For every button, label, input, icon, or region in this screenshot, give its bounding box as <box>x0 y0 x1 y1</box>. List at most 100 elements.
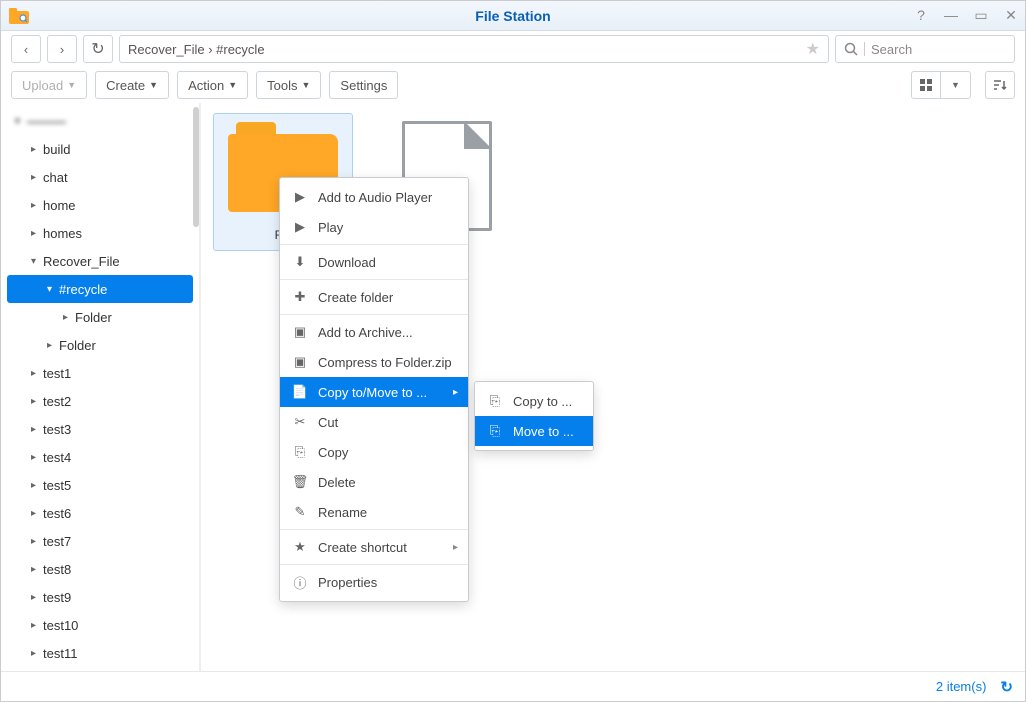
tree-item-folder[interactable]: ▸Folder <box>1 303 199 331</box>
maximize-button[interactable]: ▭ <box>973 7 989 24</box>
search-placeholder: Search <box>871 42 912 57</box>
tree-arrow-icon[interactable]: ▸ <box>31 200 43 211</box>
tools-button[interactable]: Tools▼ <box>256 71 321 99</box>
tree-arrow-icon[interactable]: ▸ <box>31 592 43 603</box>
sort-button[interactable] <box>985 71 1015 99</box>
tree-item-test11[interactable]: ▸test11 <box>1 639 199 667</box>
tree-arrow-icon[interactable]: ▸ <box>31 452 43 463</box>
settings-button[interactable]: Settings <box>329 71 398 99</box>
status-refresh-button[interactable]: ↻ <box>1000 678 1013 696</box>
tree-item-label: test8 <box>43 562 71 577</box>
tree-arrow-icon[interactable]: ▸ <box>31 228 43 239</box>
view-thumbnails-button[interactable] <box>911 71 941 99</box>
create-button[interactable]: Create▼ <box>95 71 169 99</box>
help-button[interactable]: ? <box>913 7 929 24</box>
ctx-add-audio[interactable]: ▶Add to Audio Player <box>280 182 468 212</box>
tree-item-label: test9 <box>43 590 71 605</box>
tree-item-test1[interactable]: ▸test1 <box>1 359 199 387</box>
file-content-area[interactable]: Fol ▶Add to Audio Player ▶Play ⬇Download… <box>201 103 1025 671</box>
breadcrumb[interactable]: Recover_File › #recycle ★ <box>119 35 829 63</box>
tree-arrow-icon[interactable]: ▸ <box>31 172 43 183</box>
tree-arrow-icon[interactable]: ▾ <box>31 256 43 267</box>
ctx-delete[interactable]: 🗑Delete <box>280 467 468 497</box>
ctx-cut[interactable]: ✂Cut <box>280 407 468 437</box>
ctx-copy-move[interactable]: 📄Copy to/Move to ...▸ <box>280 377 468 407</box>
ctx-create-folder[interactable]: ✚Create folder <box>280 282 468 312</box>
tree-item-home[interactable]: ▸home <box>1 191 199 219</box>
tree-arrow-icon[interactable]: ▸ <box>31 508 43 519</box>
tree-item-test2[interactable]: ▸test2 <box>1 387 199 415</box>
tree-item-build[interactable]: ▸build <box>1 135 199 163</box>
action-button[interactable]: Action▼ <box>177 71 248 99</box>
ctx-shortcut[interactable]: ★Create shortcut▸ <box>280 532 468 562</box>
back-button[interactable]: ‹ <box>11 35 41 63</box>
ctx-properties[interactable]: ⓘProperties <box>280 567 468 597</box>
tree-item-label: #recycle <box>59 282 107 297</box>
ctx-rename[interactable]: ✎Rename <box>280 497 468 527</box>
tree-item-label: test5 <box>43 478 71 493</box>
tree-arrow-icon[interactable]: ▸ <box>31 536 43 547</box>
status-item-count: 2 item(s) <box>936 679 987 694</box>
view-mode-buttons: ▼ <box>911 71 971 99</box>
tree-arrow-icon[interactable]: ▸ <box>31 424 43 435</box>
minimize-button[interactable]: — <box>943 7 959 24</box>
ctx-compress[interactable]: ▣Compress to Folder.zip <box>280 347 468 377</box>
upload-button[interactable]: Upload▼ <box>11 71 87 99</box>
ctx-play[interactable]: ▶Play <box>280 212 468 242</box>
tree-item-test8[interactable]: ▸test8 <box>1 555 199 583</box>
tree-item-label: Folder <box>75 310 112 325</box>
tree-item-homes[interactable]: ▸homes <box>1 219 199 247</box>
refresh-button[interactable]: ↻ <box>83 35 113 63</box>
tree-item-test7[interactable]: ▸test7 <box>1 527 199 555</box>
tree-arrow-icon[interactable]: ▸ <box>31 564 43 575</box>
favorite-icon[interactable]: ★ <box>806 39 820 59</box>
tree-arrow-icon[interactable]: ▾ <box>47 284 59 295</box>
tree-item-recoverfile[interactable]: ▾Recover_File <box>1 247 199 275</box>
sub-copy-to[interactable]: ⎘Copy to ... <box>475 386 593 416</box>
tree-item-recycle[interactable]: ▾#recycle <box>7 275 193 303</box>
tree-item-label: test11 <box>43 646 77 661</box>
tree-arrow-icon[interactable]: ▸ <box>31 620 43 631</box>
tree-item-label: test3 <box>43 422 71 437</box>
sidebar: ▾——— ▸build▸chat▸home▸homes▾Recover_File… <box>1 103 201 671</box>
tree-arrow-icon[interactable]: ▸ <box>47 340 59 351</box>
context-menu: ▶Add to Audio Player ▶Play ⬇Download ✚Cr… <box>279 177 469 602</box>
context-submenu: ⎘Copy to ... ⎘Move to ... <box>474 381 594 451</box>
status-bar: 2 item(s) ↻ <box>1 671 1025 701</box>
tree-item-label: test7 <box>43 534 71 549</box>
sub-move-to[interactable]: ⎘Move to ... <box>475 416 593 446</box>
tree-item-test3[interactable]: ▸test3 <box>1 415 199 443</box>
tree-item-test5[interactable]: ▸test5 <box>1 471 199 499</box>
nav-row: ‹ › ↻ Recover_File › #recycle ★ Search <box>1 31 1025 67</box>
ctx-download[interactable]: ⬇Download <box>280 247 468 277</box>
tree-item-chat[interactable]: ▸chat <box>1 163 199 191</box>
ctx-add-archive[interactable]: ▣Add to Archive... <box>280 317 468 347</box>
tree-item-test4[interactable]: ▸test4 <box>1 443 199 471</box>
tree-arrow-icon[interactable]: ▸ <box>63 312 75 323</box>
tree-arrow-icon[interactable]: ▸ <box>31 648 43 659</box>
tree-root[interactable]: ▾——— <box>1 107 199 135</box>
tree-item-folder[interactable]: ▸Folder <box>1 331 199 359</box>
tree-arrow-icon[interactable]: ▸ <box>31 480 43 491</box>
search-icon <box>844 42 858 56</box>
search-input[interactable]: Search <box>835 35 1015 63</box>
tree-item-label: chat <box>43 170 68 185</box>
app-icon <box>9 8 29 24</box>
tree-item-test10[interactable]: ▸test10 <box>1 611 199 639</box>
tree-arrow-icon[interactable]: ▸ <box>31 396 43 407</box>
tree-item-test12[interactable]: ▸test12 <box>1 667 199 671</box>
ctx-copy[interactable]: ⎘Copy <box>280 437 468 467</box>
tree-item-label: test10 <box>43 618 78 633</box>
close-button[interactable]: ✕ <box>1003 7 1019 24</box>
tree-item-test6[interactable]: ▸test6 <box>1 499 199 527</box>
view-dropdown-button[interactable]: ▼ <box>941 71 971 99</box>
tree-arrow-icon[interactable]: ▸ <box>31 144 43 155</box>
tree-item-label: test2 <box>43 394 71 409</box>
tree-item-label: test6 <box>43 506 71 521</box>
main-area: ▾——— ▸build▸chat▸home▸homes▾Recover_File… <box>1 103 1025 671</box>
breadcrumb-text: Recover_File › #recycle <box>128 42 265 57</box>
tree-item-label: test1 <box>43 366 71 381</box>
tree-item-test9[interactable]: ▸test9 <box>1 583 199 611</box>
tree-arrow-icon[interactable]: ▸ <box>31 368 43 379</box>
forward-button[interactable]: › <box>47 35 77 63</box>
